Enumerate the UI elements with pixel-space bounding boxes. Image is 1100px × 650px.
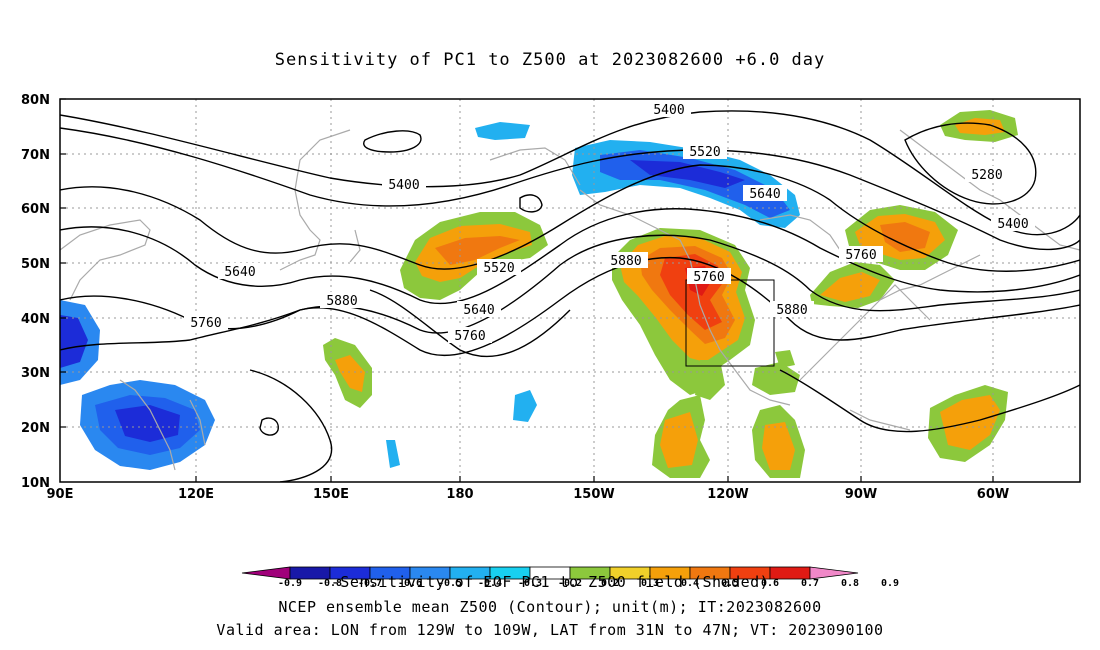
contour-label: 5520: [477, 259, 521, 276]
colorbar-tick-label: 0.5: [721, 578, 739, 589]
svg-text:5880: 5880: [776, 303, 807, 318]
lon-label: 120E: [178, 487, 214, 502]
colorbar-tick-label: 0.7: [801, 578, 819, 589]
contour-label: 5760: [184, 314, 228, 331]
colorbar-tick-label: 0.9: [881, 578, 899, 589]
colorbar-tick-label: -0.2: [558, 578, 582, 589]
footer-line-1: -Sensitivity of EOF PC1 to Z500 field (S…: [330, 573, 770, 591]
svg-text:5640: 5640: [224, 265, 255, 280]
lon-label: 180: [446, 487, 473, 502]
colorbar-tick-label: 0.2: [601, 578, 619, 589]
lat-label: 40N: [21, 312, 50, 327]
lon-label: 120W: [707, 487, 748, 502]
svg-text:5880: 5880: [326, 294, 357, 309]
colorbar-tick-label: -0.7: [358, 578, 382, 589]
colorbar-tick-label: -0.9: [278, 578, 302, 589]
coastlines: [60, 129, 1080, 471]
svg-text:5400: 5400: [388, 178, 419, 193]
svg-text:5880: 5880: [610, 254, 641, 269]
contour-label: 5400: [382, 176, 426, 193]
lon-label: 60W: [977, 487, 1009, 502]
lat-label: 70N: [21, 148, 50, 163]
colorbar-tick-label: -0.8: [318, 578, 342, 589]
contour-labels: 5400 5520 5640 5400 5280 5400 5640 5760 …: [184, 101, 1035, 344]
contour-label: 5280: [965, 166, 1009, 183]
map-title: Sensitivity of PC1 to Z500 at 2023082600…: [274, 50, 826, 70]
svg-text:5760: 5760: [454, 329, 485, 344]
svg-text:5760: 5760: [693, 270, 724, 285]
lon-label: 150W: [573, 487, 614, 502]
map-border: [59, 98, 1081, 483]
svg-text:5520: 5520: [689, 145, 720, 160]
colorbar: -0.9 -0.8 -0.7 -0.6 -0.5 -0.4 -0.3 -0.2 0.2 0.3 0.…: [241, 566, 899, 589]
footer-line-2: NCEP ensemble mean Z500 (Contour); unit(…: [278, 598, 822, 616]
lon-label: 90E: [47, 487, 74, 502]
contour-label: 5400: [991, 215, 1035, 232]
longitude-labels: 90E 120E 150E 180 150W 120W 90W 60W: [47, 487, 1010, 502]
svg-text:5400: 5400: [997, 217, 1028, 232]
contour-label: 5760: [448, 327, 492, 344]
contour-label: 5640: [457, 301, 501, 318]
latitude-labels: 80N 70N 60N 50N 40N 30N 20N 10N: [21, 93, 50, 491]
svg-text:5760: 5760: [845, 248, 876, 263]
svg-text:5760: 5760: [190, 316, 221, 331]
colorbar-tick-label: -0.6: [398, 578, 422, 589]
lat-label: 10N: [21, 476, 50, 491]
contour-label: 5640: [743, 185, 787, 202]
contour-label: 5880: [604, 252, 648, 269]
lat-label: 20N: [21, 421, 50, 436]
colorbar-tick-label: -0.3: [518, 578, 542, 589]
lat-label: 30N: [21, 366, 50, 381]
colorbar-tick-label: 0.6: [761, 578, 779, 589]
svg-text:5520: 5520: [483, 261, 514, 276]
colorbar-tick-label: -0.5: [438, 578, 462, 589]
lon-label: 150E: [313, 487, 349, 502]
colorbar-tick-label: 0.3: [641, 578, 659, 589]
axis-ticks: [60, 98, 994, 482]
lat-label: 60N: [21, 202, 50, 217]
svg-text:5640: 5640: [463, 303, 494, 318]
footer-line-3: Valid area: LON from 129W to 109W, LAT f…: [216, 621, 884, 639]
contour-label: 5880: [770, 301, 814, 318]
colorbar-tick-label: 0.4: [681, 578, 699, 589]
contour-label: 5880: [320, 292, 364, 309]
svg-text:5280: 5280: [971, 168, 1002, 183]
contour-label: 5640: [218, 263, 262, 280]
lat-label: 80N: [21, 93, 50, 108]
svg-text:5400: 5400: [653, 103, 684, 118]
colorbar-tick-label: -0.4: [478, 578, 502, 589]
colorbar-right-arrow: [809, 566, 859, 580]
svg-text:5640: 5640: [749, 187, 780, 202]
lat-label: 50N: [21, 257, 50, 272]
contour-label: 5520: [683, 143, 727, 160]
contour-label: 5760: [687, 268, 731, 285]
contour-label: 5400: [647, 101, 691, 118]
contour-label: 5760: [839, 246, 883, 263]
lon-label: 90W: [845, 487, 877, 502]
colorbar-tick-label: 0.8: [841, 578, 859, 589]
shaded-sensitivity: [60, 110, 1018, 478]
